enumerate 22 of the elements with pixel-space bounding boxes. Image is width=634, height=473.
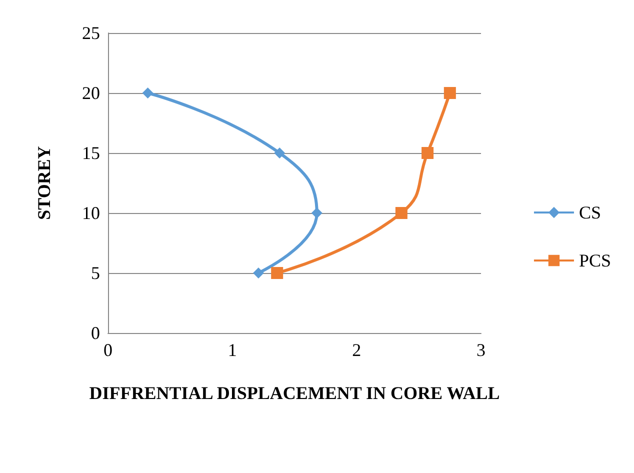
y-tick-label: 25 <box>82 23 100 43</box>
point <box>395 207 408 219</box>
y-tick-label: 20 <box>82 83 100 103</box>
y-tick-label: 15 <box>82 143 100 163</box>
x-tick-label: 3 <box>476 340 486 360</box>
point <box>422 147 434 159</box>
y-tick-label: 5 <box>91 263 100 283</box>
x-axis-title: DIFFRENTIAL DISPLACEMENT IN CORE WALL <box>89 383 500 403</box>
legend-label: PCS <box>578 250 612 270</box>
x-tick-label: 2 <box>352 340 362 360</box>
y-axis-title: STOREY <box>34 146 54 220</box>
point <box>142 88 154 98</box>
x-tick-label: 0 <box>104 340 112 360</box>
point <box>444 87 456 99</box>
y-tick-label: 10 <box>82 203 100 223</box>
point <box>274 148 286 158</box>
point <box>252 268 264 278</box>
legend-label: CS <box>578 202 602 222</box>
y-tick-label: 0 <box>91 323 100 343</box>
point <box>271 267 284 279</box>
x-tick-label: 1 <box>228 340 237 360</box>
point <box>311 208 322 218</box>
